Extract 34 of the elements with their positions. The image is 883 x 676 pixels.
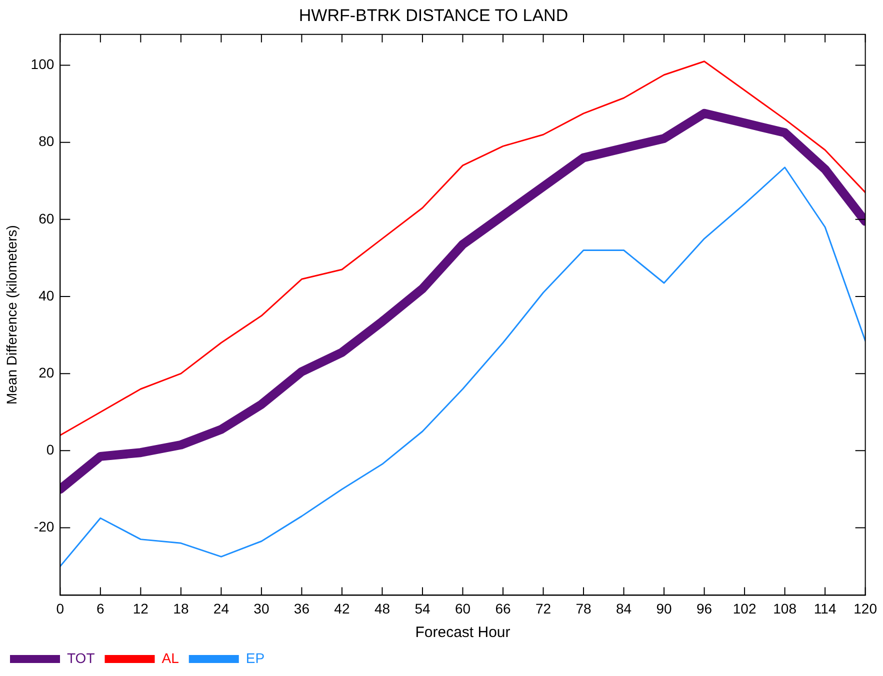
x-tick-label: 60 (454, 600, 471, 616)
x-tick-label: 48 (374, 600, 390, 616)
x-tick-label: 54 (414, 600, 430, 616)
x-tick-label: 24 (213, 600, 230, 616)
y-axis-title: Mean Difference (kilometers) (3, 225, 20, 405)
x-axis-title: Forecast Hour (415, 624, 510, 642)
x-tick-label: 96 (696, 600, 712, 616)
x-tick-label: 30 (254, 600, 270, 616)
legend-label: EP (246, 650, 265, 666)
x-tick-label: 72 (535, 600, 552, 616)
x-tick-label: 90 (656, 600, 672, 616)
chart-title: HWRF-BTRK DISTANCE TO LAND (298, 6, 568, 25)
x-tick-label: 78 (576, 600, 592, 616)
x-tick-label: 120 (854, 600, 878, 616)
x-tick-label: 102 (732, 600, 756, 616)
x-tick-label: 108 (773, 600, 797, 616)
legend-label: TOT (67, 650, 96, 666)
y-tick-label: 100 (30, 56, 54, 72)
x-tick-label: 18 (173, 600, 189, 616)
x-tick-label: 0 (56, 600, 64, 616)
x-tick-label: 6 (96, 600, 105, 616)
y-tick-label: 0 (46, 442, 54, 458)
x-tick-label: 114 (814, 600, 836, 616)
y-tick-label: 80 (38, 133, 54, 150)
y-tick-label: 40 (38, 287, 54, 304)
legend-label: AL (162, 650, 180, 666)
y-tick-label: 60 (38, 210, 54, 226)
x-tick-label: 12 (132, 600, 149, 616)
x-tick-label: 36 (294, 600, 310, 616)
y-tick-label: -20 (34, 518, 54, 535)
x-tick-label: 66 (495, 600, 511, 616)
x-tick-label: 84 (616, 600, 632, 616)
x-tick-label: 42 (334, 600, 350, 616)
y-tick-label: 20 (38, 364, 54, 380)
